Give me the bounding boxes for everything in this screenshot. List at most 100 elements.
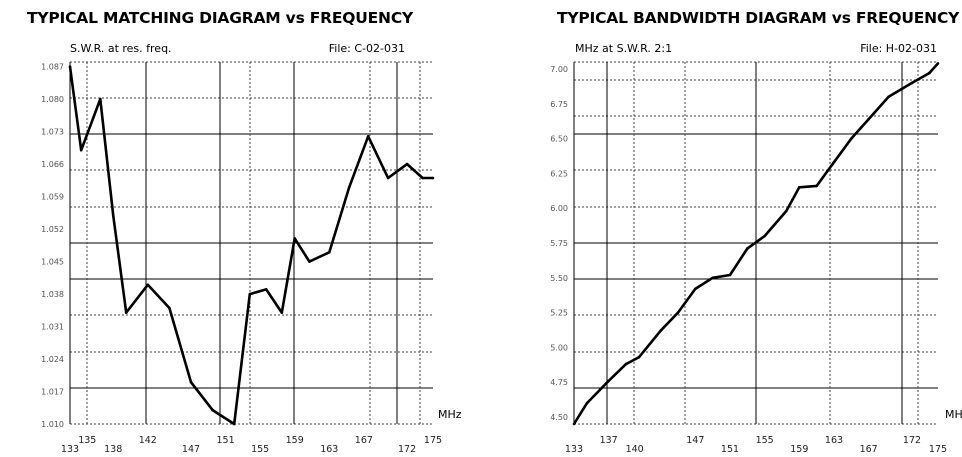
x-tick-label: 163 bbox=[320, 444, 338, 455]
data-point bbox=[607, 380, 610, 383]
x-tick-label: 133 bbox=[61, 444, 79, 455]
data-point bbox=[348, 186, 351, 189]
y-tick-label: 1.017 bbox=[41, 388, 64, 397]
data-point bbox=[265, 288, 268, 291]
x-tick-label: 155 bbox=[251, 444, 269, 455]
x-tick-label: 151 bbox=[217, 435, 235, 446]
x-tick-label: 135 bbox=[78, 435, 96, 446]
series-line bbox=[70, 67, 433, 424]
data-point bbox=[406, 163, 409, 166]
y-tick-label: 5.00 bbox=[550, 343, 568, 352]
y-tick-label: 5.75 bbox=[550, 239, 568, 248]
x-tick-label: 175 bbox=[424, 435, 442, 446]
data-point bbox=[112, 214, 115, 217]
x-tick-label: 137 bbox=[600, 435, 618, 446]
data-point bbox=[387, 177, 390, 180]
data-point bbox=[729, 274, 732, 277]
y-tick-label: 1.010 bbox=[41, 420, 64, 429]
y-tick-label: 1.087 bbox=[41, 63, 64, 72]
y-tick-label: 7.00 bbox=[550, 65, 568, 74]
y-tick-label: 6.00 bbox=[550, 204, 568, 213]
x-tick-label: 172 bbox=[903, 435, 921, 446]
data-point bbox=[147, 284, 150, 287]
data-point bbox=[125, 311, 128, 314]
y-tick-label: 1.059 bbox=[41, 193, 64, 202]
data-point bbox=[586, 402, 589, 405]
matching-chart-unit-label: MHz bbox=[438, 408, 462, 421]
x-tick-label: 155 bbox=[756, 435, 774, 446]
bandwidth-chart-file-label: File: H-02-031 bbox=[860, 42, 937, 55]
x-tick-label: 147 bbox=[182, 444, 200, 455]
x-tick-label: 167 bbox=[355, 435, 373, 446]
x-tick-label: 140 bbox=[626, 444, 644, 455]
data-point bbox=[190, 381, 193, 384]
y-tick-label: 1.052 bbox=[41, 225, 64, 234]
y-tick-label: 1.066 bbox=[41, 160, 64, 169]
data-point bbox=[281, 311, 284, 314]
bandwidth-chart: MHz at S.W.R. 2:1 File: H-02-031 MHz 7.0… bbox=[550, 42, 962, 455]
bandwidth-chart-ylabel: MHz at S.W.R. 2:1 bbox=[575, 42, 672, 55]
data-point bbox=[293, 237, 296, 240]
data-point bbox=[432, 177, 435, 180]
y-tick-label: 5.50 bbox=[550, 274, 568, 283]
data-point bbox=[80, 149, 83, 152]
y-tick-label: 1.080 bbox=[41, 95, 64, 104]
data-point bbox=[911, 82, 914, 85]
x-tick-label: 159 bbox=[790, 444, 808, 455]
data-point bbox=[328, 251, 331, 254]
matching-chart: S.W.R. at res. freq. File: C-02-031 MHz … bbox=[41, 42, 462, 455]
y-tick-label: 6.25 bbox=[550, 169, 568, 178]
data-point bbox=[763, 235, 766, 238]
data-point bbox=[573, 423, 576, 426]
x-tick-label: 172 bbox=[398, 444, 416, 455]
data-point bbox=[833, 161, 836, 164]
y-tick-label: 1.045 bbox=[41, 258, 64, 267]
data-point bbox=[937, 62, 940, 65]
data-point bbox=[798, 186, 801, 189]
data-point bbox=[367, 135, 370, 138]
data-point bbox=[421, 177, 424, 180]
bandwidth-chart-unit-label: MHz bbox=[945, 408, 962, 421]
x-tick-label: 163 bbox=[825, 435, 843, 446]
x-tick-label: 147 bbox=[686, 435, 704, 446]
y-tick-label: 4.75 bbox=[550, 378, 568, 387]
data-point bbox=[233, 423, 236, 426]
data-point bbox=[867, 118, 870, 121]
data-point bbox=[99, 98, 102, 101]
x-tick-label: 142 bbox=[139, 435, 157, 446]
data-point bbox=[711, 277, 714, 280]
matching-chart-file-label: File: C-02-031 bbox=[329, 42, 405, 55]
data-point bbox=[815, 185, 818, 188]
data-point bbox=[694, 288, 697, 291]
data-point bbox=[168, 307, 171, 310]
y-tick-label: 4.50 bbox=[550, 413, 568, 422]
data-point bbox=[850, 137, 853, 140]
data-point bbox=[69, 65, 72, 68]
x-tick-label: 138 bbox=[104, 444, 122, 455]
x-tick-label: 167 bbox=[860, 444, 878, 455]
x-tick-label: 151 bbox=[721, 444, 739, 455]
y-tick-label: 6.50 bbox=[550, 135, 568, 144]
data-point bbox=[887, 96, 890, 99]
data-point bbox=[746, 247, 749, 250]
x-tick-label: 159 bbox=[286, 435, 304, 446]
x-tick-label: 175 bbox=[929, 444, 947, 455]
data-point bbox=[928, 72, 931, 75]
x-tick-label: 133 bbox=[565, 444, 583, 455]
y-tick-label: 1.031 bbox=[41, 323, 64, 332]
data-point bbox=[785, 210, 788, 213]
data-point bbox=[211, 409, 214, 412]
data-point bbox=[659, 329, 662, 332]
data-point bbox=[249, 293, 252, 296]
matching-chart-ylabel: S.W.R. at res. freq. bbox=[70, 42, 172, 55]
data-point bbox=[638, 356, 641, 359]
y-tick-label: 1.073 bbox=[41, 128, 64, 137]
data-point bbox=[308, 260, 311, 263]
y-tick-label: 5.25 bbox=[550, 309, 568, 318]
y-tick-label: 1.038 bbox=[41, 290, 64, 299]
data-point bbox=[677, 311, 680, 314]
y-tick-label: 6.75 bbox=[550, 100, 568, 109]
y-tick-label: 1.024 bbox=[41, 355, 64, 364]
data-point bbox=[625, 363, 628, 366]
